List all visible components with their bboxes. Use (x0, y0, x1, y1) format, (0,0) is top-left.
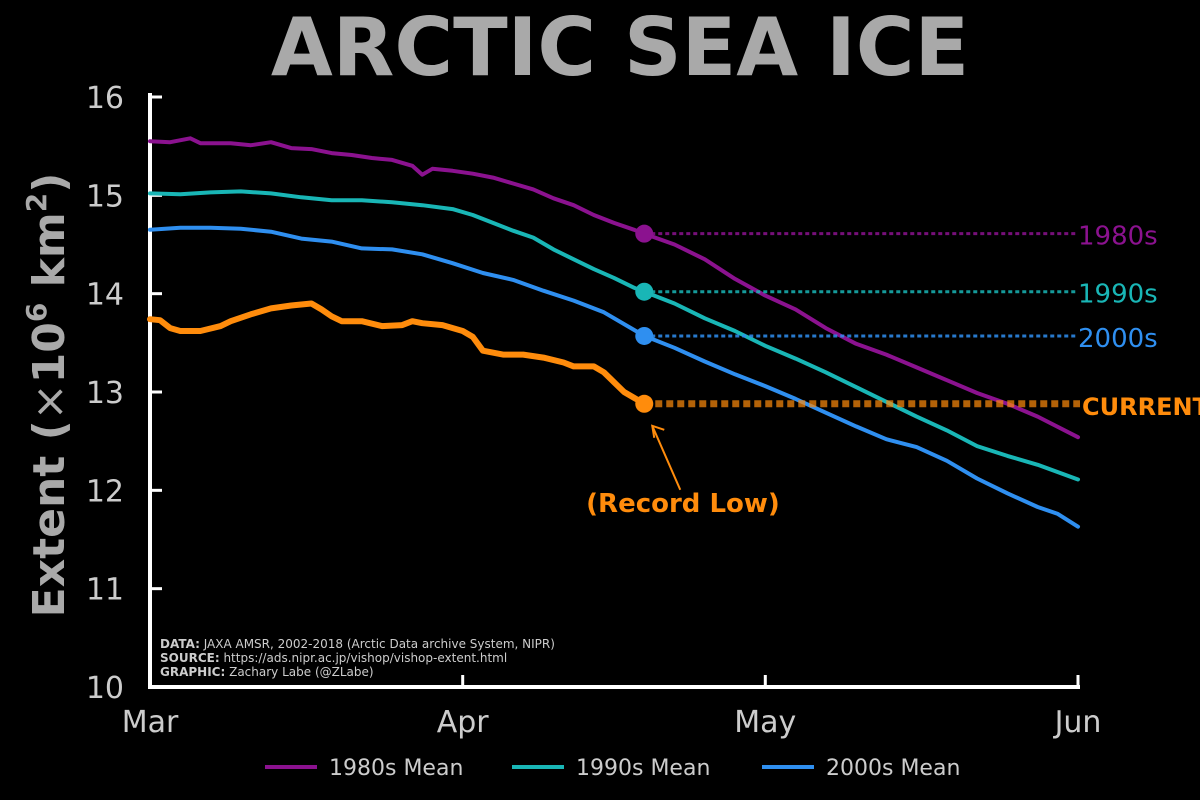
y-axis-label-times: × (24, 383, 75, 420)
legend-item-1980s: 1980s Mean (265, 756, 463, 781)
y-tick-label: 13 (86, 376, 124, 411)
series-current: CURRENT (147, 300, 1200, 421)
series-current-marker (635, 394, 654, 413)
y-tick-label: 11 (86, 573, 124, 608)
annotation-arrow-shaft (651, 425, 682, 491)
credit-text: JAXA AMSR, 2002-2018 (Arctic Data archiv… (200, 637, 555, 651)
credit-line: DATA: JAXA AMSR, 2002-2018 (Arctic Data … (160, 637, 555, 651)
y-axis-label-base: 10 (24, 322, 75, 383)
series-1990s-marker (635, 282, 654, 301)
credit-line: SOURCE: https://ads.nipr.ac.jp/vishop/vi… (160, 651, 507, 665)
credit-text: https://ads.nipr.ac.jp/vishop/vishop-ext… (220, 651, 508, 665)
y-tick-label: 12 (86, 474, 124, 509)
legend: 1980s Mean 1990s Mean 2000s Mean (265, 756, 960, 781)
series-1990s-end-label: 1990s (1078, 280, 1158, 310)
series-1990s-line (148, 189, 1080, 482)
credit-label: SOURCE: (160, 651, 220, 665)
y-tick-label: 14 (86, 278, 124, 313)
y-axis-label-exp1: 6 (20, 303, 53, 322)
x-tick-label: Mar (122, 705, 179, 740)
series-2000s: 2000s (148, 225, 1158, 529)
x-tick-label: Jun (1053, 705, 1102, 740)
record-low-annotation: (Record Low) (586, 424, 780, 519)
series-layer: 1980s 1990s 2000s CURRENT (Record Low) (147, 136, 1200, 529)
credit-line: GRAPHIC: Zachary Labe (@ZLabe) (160, 665, 374, 679)
credit-label: DATA: (160, 637, 200, 651)
series-2000s-line (148, 225, 1080, 529)
series-2000s-marker (635, 326, 654, 345)
y-axis-label: Extent (×106 km2) (20, 173, 75, 618)
series-1980s-end-label: 1980s (1078, 222, 1158, 252)
series-1980s-marker (635, 224, 654, 243)
series-current-end-label: CURRENT (1082, 393, 1200, 421)
y-axis-label-exp2: 2 (20, 193, 53, 212)
annotation-text: (Record Low) (586, 489, 780, 519)
legend-item-1990s: 1990s Mean (512, 756, 710, 781)
legend-label: 1990s Mean (576, 756, 710, 781)
x-tick-label: Apr (437, 705, 490, 740)
series-current-line (147, 300, 648, 407)
credit-label: GRAPHIC: (160, 665, 225, 679)
y-tick-label: 10 (86, 671, 124, 706)
credits: DATA: JAXA AMSR, 2002-2018 (Arctic Data … (160, 637, 555, 679)
y-tick-label: 15 (86, 179, 124, 214)
legend-item-2000s: 2000s Mean (762, 756, 960, 781)
series-2000s-end-label: 2000s (1078, 324, 1158, 354)
y-tick-label: 16 (86, 81, 124, 116)
series-1990s: 1990s (148, 189, 1158, 482)
series-1980s-line (148, 136, 1080, 440)
credit-text: Zachary Labe (@ZLabe) (225, 665, 373, 679)
chart-title: ARCTIC SEA ICE (271, 1, 969, 94)
y-axis-label-post: ) (24, 173, 75, 193)
y-axis-label-unit: km (24, 212, 75, 302)
annotation-arrow-head (651, 424, 665, 438)
legend-label: 1980s Mean (329, 756, 463, 781)
y-axis-label-pre: Extent ( (24, 420, 75, 617)
legend-label: 2000s Mean (826, 756, 960, 781)
x-tick-label: May (734, 705, 796, 740)
series-1980s: 1980s (148, 136, 1158, 440)
